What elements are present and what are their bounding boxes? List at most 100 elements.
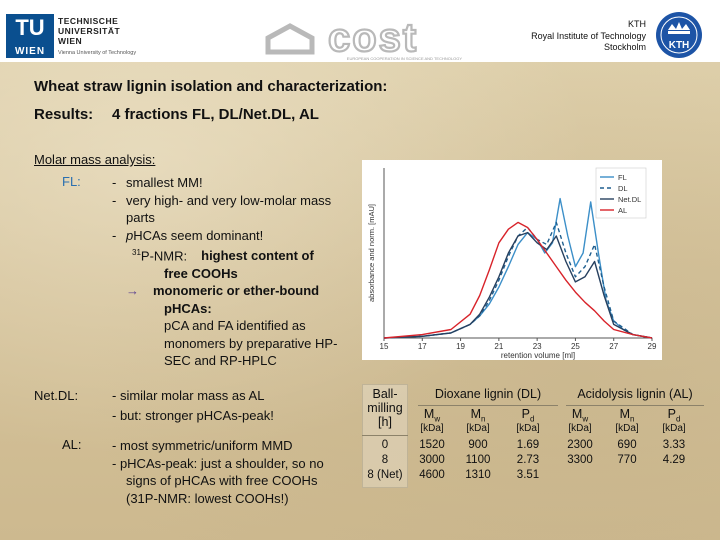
netdl-bullet: - but: stronger pHCAs-peak! [112, 408, 274, 423]
arrow-right-icon: → [126, 283, 139, 299]
dl-group-rule [418, 405, 558, 406]
al-label: AL: [62, 437, 82, 452]
kth-seal-icon: KTH [656, 12, 702, 58]
legend-label: FL [618, 173, 627, 182]
results-value: 4 fractions FL, DL/Net.DL, AL [112, 106, 319, 123]
x-tick-label: 21 [494, 342, 503, 351]
series-line-netdl [383, 231, 653, 339]
col-mw-header: Mw [571, 407, 589, 424]
fl-bullet: - pHCAs seem dominant! [112, 227, 264, 243]
x-tick-label: 23 [533, 342, 542, 351]
al-bullet-cont: (31P-NMR: lowest COOHs!) [126, 490, 289, 506]
table-cell: 0 [381, 439, 389, 451]
y-axis-label: absorbance and norm. [mAU] [367, 204, 376, 302]
col-pd-header: Pd [667, 407, 681, 424]
table-cell: 1520 [419, 439, 445, 451]
tu-wien-mark: TU WIEN [6, 14, 54, 58]
fl-pca-line: pCA and FA identified as [164, 318, 306, 334]
tu-name-line: WIEN [58, 36, 83, 46]
cost-logo: cost EUROPEAN COOPERATION IN SCIENCE AND… [258, 15, 462, 62]
fl-bullet: - smallest MM! [112, 175, 203, 190]
table-cell: 4.29 [662, 454, 686, 466]
dl-group-header: Dioxane lignin (DL) [434, 387, 542, 401]
fl-arrow-line: → monomeric or ether-bound [126, 283, 320, 299]
al-bullet: - most symmetric/uniform MMD [112, 438, 293, 453]
x-tick-label: 17 [418, 342, 427, 351]
x-axis-label: retention volume [ml] [501, 351, 575, 360]
fl-nmr-line-cont: free COOHs [164, 265, 238, 281]
table-cell: 3.33 [662, 439, 686, 451]
table-cell: 2300 [567, 439, 593, 451]
x-tick-label: 29 [648, 342, 657, 351]
unit-label: [kDa] [615, 423, 639, 434]
kth-line: Royal Institute of Technology [531, 30, 646, 41]
table-cell: 2.73 [516, 454, 540, 466]
dl-mw-values: 1520 3000 4600 [412, 438, 452, 483]
table-cell: 3.51 [516, 469, 540, 481]
milling-values: 0 8 8 (Net) [364, 438, 406, 483]
fl-pca-line: monomers by preparative HP- [164, 335, 338, 351]
tu-wien-logo: TU WIEN TECHNISCHE UNIVERSITÄT WIEN Vienn… [6, 14, 166, 58]
unit-label: [kDa] [420, 423, 444, 434]
milling-column-box [362, 384, 408, 488]
col-mn-header: Mn [619, 407, 635, 424]
table-cell: 1100 [465, 454, 491, 466]
table-cell: 4600 [419, 469, 445, 481]
svg-text:cost: cost [328, 18, 418, 56]
x-tick-label: 27 [609, 342, 618, 351]
sec-chromatogram-chart: 15 17 19 21 23 25 27 29 retention volume [ml] abs… [362, 160, 662, 360]
fl-nmr-line: 31P-NMR: highest content of [132, 248, 314, 264]
table-cell: 900 [468, 439, 488, 451]
x-tick-label: 19 [456, 342, 465, 351]
milling-header-rule [362, 435, 408, 436]
fl-bullet-list: - smallest MM! - very high- and very low-m… [112, 174, 352, 370]
logo-header: TU WIEN TECHNISCHE UNIVERSITÄT WIEN Vienn… [0, 0, 720, 62]
col-mw-header: Mw [423, 407, 441, 424]
x-tick-label: 25 [571, 342, 580, 351]
tu-subtitle: Vienna University of Technology [58, 50, 137, 56]
al-bullet-cont: signs of pHCAs with free COOHs [126, 473, 318, 488]
kth-logo-text: KTH [669, 40, 690, 51]
fl-pca-line: SEC and RP-HPLC [164, 353, 277, 369]
dl-pd-values: 1.69 2.73 3.51 [508, 438, 548, 483]
tu-name-line: UNIVERSITÄT [58, 26, 121, 36]
al-bullet: - pHCAs-peak: just a shoulder, so no [112, 455, 324, 471]
legend-label: DL [618, 184, 628, 193]
kth-institution-text: KTH Royal Institute of Technology Stockh… [531, 19, 646, 54]
legend-label: Net.DL [618, 195, 641, 204]
series-line-al [383, 221, 653, 339]
al-mn-values: 690 770 [607, 438, 647, 468]
table-cell: 8 [381, 454, 389, 466]
legend-label: AL [618, 206, 627, 215]
table-cell: 8 (Net) [367, 469, 403, 481]
al-group-rule [566, 405, 704, 406]
al-mw-values: 2300 3300 [560, 438, 600, 468]
al-pd-values: 3.33 4.29 [654, 438, 694, 468]
fl-bullet-cont: parts [126, 210, 155, 225]
table-cell: 770 [617, 454, 637, 466]
dl-mn-values: 900 1100 1310 [458, 438, 498, 483]
results-line: Results: 4 fractions FL, DL/Net.DL, AL [34, 106, 319, 123]
table-cell: 690 [617, 439, 637, 451]
fl-arrow-line-cont: pHCAs: [164, 300, 212, 316]
table-cell: 1310 [465, 469, 491, 481]
tu-name-line: TECHNISCHE [58, 16, 119, 26]
netdl-label: Net.DL: [34, 388, 79, 403]
x-tick-label: 15 [380, 342, 389, 351]
slide-title: Wheat straw lignin isolation and charact… [34, 78, 388, 95]
unit-label: [kDa] [568, 423, 592, 434]
col-pd-header: Pd [521, 407, 535, 424]
col-mn-header: Mn [470, 407, 486, 424]
table-cell: 3000 [419, 454, 445, 466]
kth-logo: KTH [654, 10, 704, 60]
table-cell: 1.69 [516, 439, 540, 451]
al-group-header: Acidolysis lignin (AL) [577, 387, 693, 401]
cost-tagline: EUROPEAN COOPERATION IN SCIENCE AND TECH… [346, 56, 462, 61]
molar-mass-heading: Molar mass analysis: [34, 152, 156, 167]
fl-bullet: - very high- and very low-molar mass [112, 192, 332, 208]
fl-label: FL: [62, 174, 81, 189]
unit-label: [kDa] [516, 423, 540, 434]
netdl-bullet: - similar molar mass as AL [112, 388, 265, 403]
results-label: Results: [34, 106, 94, 123]
cost-wordmark-icon: cost [265, 15, 418, 61]
